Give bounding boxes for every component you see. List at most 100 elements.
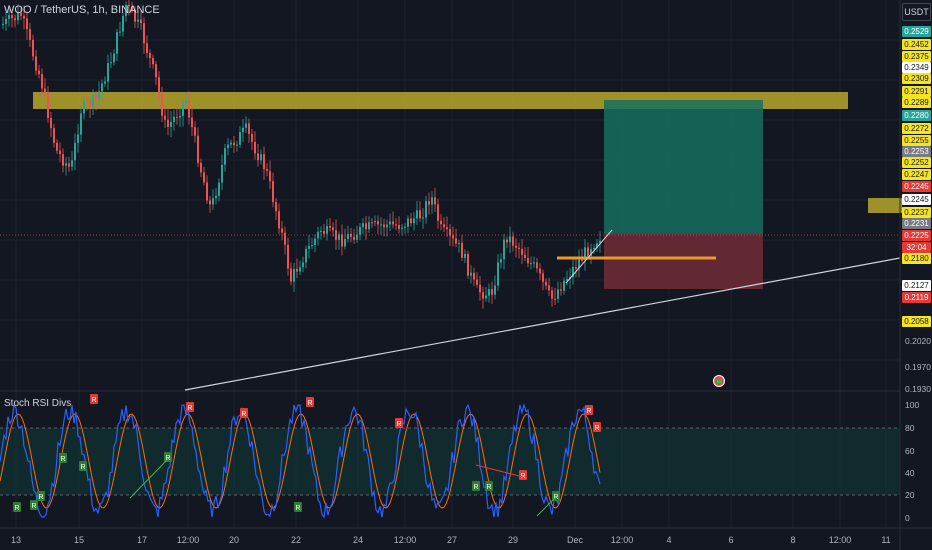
candle-body (410, 218, 412, 224)
price-tag: 0.2058 (902, 316, 931, 327)
candle-body (293, 268, 295, 282)
candle-body (353, 236, 355, 240)
candle-body (95, 95, 97, 100)
candle-body (248, 123, 250, 134)
support-trendline[interactable] (184, 257, 901, 391)
candle-body (308, 245, 310, 249)
time-label: 12:00 (393, 535, 417, 545)
candle-body (179, 115, 181, 118)
divergence-label: R (31, 503, 36, 510)
candle-body (473, 272, 475, 280)
candle-body (254, 141, 256, 154)
candle-body (233, 142, 235, 146)
price-tag: 0.2245 (902, 181, 931, 192)
candle-body (47, 92, 49, 119)
divergence-badge (37, 491, 45, 501)
candle-body (380, 224, 382, 226)
divergence-label: R (586, 408, 591, 415)
candle-body (107, 63, 109, 82)
candle-body (185, 100, 187, 104)
candle-body (551, 290, 553, 299)
candle-body (461, 242, 463, 258)
symbol-title[interactable]: WOO / TetherUS, 1h, BINANCE (4, 4, 160, 16)
candle-body (62, 154, 64, 166)
stoch-rsi-series (0, 402, 601, 519)
candle-body (476, 279, 478, 285)
candle-body (566, 278, 568, 281)
candle-body (167, 119, 169, 127)
candle-body (539, 268, 541, 274)
candle-body (269, 170, 271, 182)
candle-body (500, 259, 502, 263)
candle-body (86, 101, 88, 103)
candle-body (164, 115, 166, 120)
time-label: 11 (881, 535, 891, 545)
stoch-k-line (0, 402, 601, 519)
divergence-badge (585, 405, 593, 415)
price-tag: 0.2452 (902, 39, 931, 50)
divergence-label: R (14, 505, 19, 512)
candle-body (503, 239, 505, 260)
candle-body (368, 222, 370, 230)
price-tag: 0.2231 (902, 218, 931, 229)
candle-body (527, 257, 529, 264)
candle-body (584, 247, 586, 260)
divergence-badge (164, 452, 172, 462)
price-tag: 0.2291 (902, 86, 931, 97)
candle-body (98, 91, 100, 100)
candle-body (89, 102, 91, 108)
candle-body (284, 232, 286, 245)
candle-body (509, 236, 511, 243)
indicator-title[interactable]: Stoch RSI Divs (4, 398, 72, 409)
divergence-label: R (241, 411, 246, 418)
right-zone-marker[interactable] (868, 198, 902, 213)
time-label: 12:00 (176, 535, 200, 545)
long-position-loss-zone[interactable] (604, 234, 763, 289)
candle-body (464, 253, 466, 258)
candle-body (17, 12, 19, 21)
candle-body (125, 4, 127, 16)
candlestick-series (2, 0, 601, 309)
candle-body (530, 262, 532, 264)
divergence-label: R (91, 397, 96, 404)
divergence-badge (472, 481, 480, 491)
time-label: 22 (290, 535, 302, 545)
candle-body (431, 197, 433, 205)
candle-body (344, 238, 346, 247)
candle-body (50, 118, 52, 129)
candle-body (290, 268, 292, 282)
candle-body (200, 162, 202, 173)
candle-body (596, 243, 598, 248)
currency-button[interactable]: USDT (902, 3, 931, 21)
candle-body (227, 144, 229, 149)
price-tag: 0.2237 (902, 207, 931, 218)
indicator-axis-label: 60 (905, 446, 915, 456)
long-position-profit-zone[interactable] (604, 100, 763, 234)
price-tag: 0.2280 (902, 110, 931, 121)
candle-body (206, 182, 208, 201)
price-tag: 0.2289 (902, 97, 931, 108)
candle-body (536, 262, 538, 269)
candle-body (338, 234, 340, 240)
candle-body (122, 15, 124, 32)
candle-body (230, 142, 232, 145)
candle-body (245, 123, 247, 128)
candle-body (557, 289, 559, 299)
divergence-badge (294, 502, 302, 512)
candle-body (350, 233, 352, 237)
indicator-axis-label: 0 (905, 513, 910, 523)
candle-body (590, 249, 592, 256)
candle-body (467, 253, 469, 276)
short-trendline[interactable] (565, 229, 613, 284)
time-label: Dec (566, 535, 584, 545)
candle-body (131, 6, 133, 10)
price-tag: 0.2375 (902, 51, 931, 62)
divergence-badge (485, 481, 493, 491)
candle-body (191, 117, 193, 128)
candle-body (317, 231, 319, 239)
candle-body (203, 172, 205, 183)
candle-body (263, 154, 265, 170)
flag-icon[interactable] (713, 375, 725, 387)
